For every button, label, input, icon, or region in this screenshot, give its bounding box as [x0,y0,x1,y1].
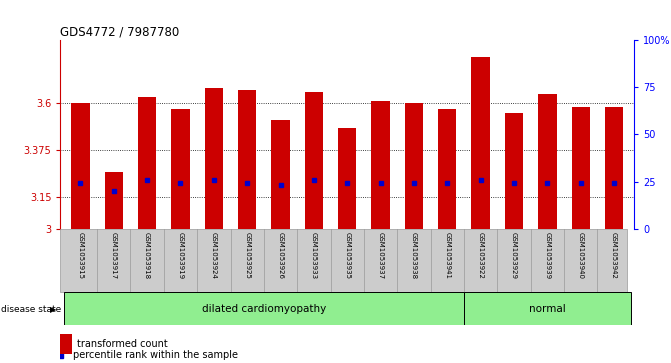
Text: percentile rank within the sample: percentile rank within the sample [73,350,238,360]
Bar [138,97,156,229]
Text: GSM1053929: GSM1053929 [511,232,517,279]
Bar [205,88,223,229]
Text: ▶: ▶ [50,305,56,314]
Text: GSM1053941: GSM1053941 [444,232,450,279]
Bar [271,120,290,229]
Bar [305,92,323,229]
Text: normal: normal [529,303,566,314]
Bar [338,128,356,229]
Bar [64,292,464,325]
Text: GSM1053926: GSM1053926 [278,232,284,279]
Text: GSM1053933: GSM1053933 [311,232,317,279]
Text: GSM1053937: GSM1053937 [378,232,384,279]
Text: transformed count: transformed count [77,339,168,349]
Bar [605,107,623,229]
Text: GSM1053940: GSM1053940 [578,232,584,279]
Text: GSM1053917: GSM1053917 [111,232,117,279]
Bar [464,292,631,325]
Text: GSM1053935: GSM1053935 [344,232,350,279]
Text: GDS4772 / 7987780: GDS4772 / 7987780 [60,26,180,39]
Text: GSM1053918: GSM1053918 [144,232,150,279]
Bar [438,109,456,229]
Bar [572,107,590,229]
Text: dilated cardiomyopathy: dilated cardiomyopathy [202,303,326,314]
Bar [538,94,556,229]
Text: GSM1053924: GSM1053924 [211,232,217,279]
Bar [472,57,490,229]
Text: GSM1053942: GSM1053942 [611,232,617,279]
Bar [71,103,89,229]
Bar [105,172,123,229]
Text: GSM1053922: GSM1053922 [478,232,484,279]
Bar [238,90,256,229]
Text: GSM1053925: GSM1053925 [244,232,250,279]
Text: GSM1053939: GSM1053939 [544,232,550,279]
Text: disease state: disease state [1,305,61,314]
Text: GSM1053938: GSM1053938 [411,232,417,279]
Bar [405,103,423,229]
Bar [372,101,390,229]
Text: GSM1053915: GSM1053915 [77,232,83,279]
Text: GSM1053919: GSM1053919 [177,232,183,279]
Bar [171,109,190,229]
Bar [505,113,523,229]
